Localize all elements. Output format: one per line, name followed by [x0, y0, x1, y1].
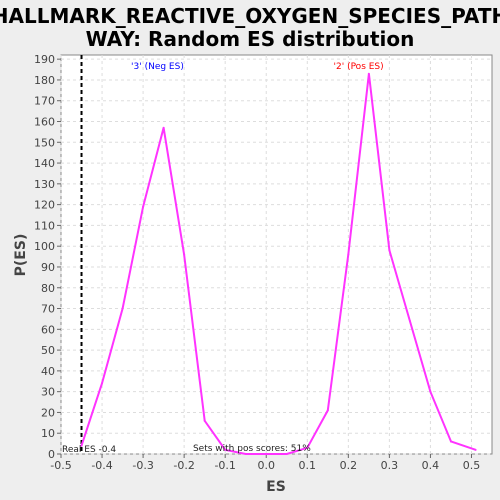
series-point [367, 72, 370, 75]
y-tick-label: 60 [41, 323, 55, 336]
grid-lines [60, 55, 492, 455]
series-point [265, 453, 268, 455]
series-point [326, 409, 329, 412]
y-tick-label: 190 [34, 53, 55, 66]
series-point [80, 444, 83, 447]
x-tick-label: -0.2 [173, 459, 194, 472]
pos-scores-label: Sets with pos scores: 51% [193, 444, 311, 454]
y-axis-label: P(ES) [13, 234, 29, 277]
x-tick-label: 0.5 [463, 459, 481, 472]
series-point [306, 446, 309, 449]
series-point [183, 253, 186, 256]
y-tick-label: 70 [41, 303, 55, 316]
y-tick-label: 40 [41, 365, 55, 378]
neg-es-label: '3' (Neg ES) [131, 62, 184, 72]
real-es-label: Real ES -0.4 [62, 445, 116, 455]
pos-es-label: '2' (Pos ES) [334, 62, 384, 72]
x-tick-label: 0.1 [299, 459, 317, 472]
series-line [80, 73, 476, 455]
series-point [449, 440, 452, 443]
x-tick-label: -0.3 [132, 459, 153, 472]
chart-title-line2: WAY: Random ES distribution [86, 27, 415, 51]
y-tick-label: 110 [34, 219, 55, 232]
y-axis-ticks: 0 10 20 30 40 50 60 70 80 90 100 110 120 130 140 150 160… [34, 53, 61, 461]
y-tick-label: 150 [34, 136, 55, 149]
y-tick-label: 180 [34, 74, 55, 87]
y-tick-label: 100 [34, 240, 55, 253]
y-tick-label: 140 [34, 157, 55, 170]
y-tick-label: 120 [34, 199, 55, 212]
y-tick-label: 80 [41, 282, 55, 295]
x-tick-label: 0.4 [422, 459, 440, 472]
series-point [224, 448, 227, 451]
x-tick-label: -0.5 [50, 459, 71, 472]
series-point [474, 448, 477, 451]
series-point [162, 126, 165, 129]
series-point [347, 253, 350, 256]
series-point [121, 307, 124, 310]
x-axis-ticks: -0.5 -0.4 -0.3 -0.2 -0.1 0.0 0.1 0.2 0.3 0.4 0.5 [50, 454, 480, 472]
y-tick-label: 170 [34, 95, 55, 108]
y-tick-label: 0 [48, 448, 55, 461]
y-tick-label: 90 [41, 261, 55, 274]
series-point [203, 419, 206, 422]
y-tick-label: 30 [41, 386, 55, 399]
y-tick-label: 10 [41, 427, 55, 440]
series-point [142, 205, 145, 208]
series-point [244, 453, 247, 455]
y-tick-label: 20 [41, 406, 55, 419]
series-group [80, 72, 477, 455]
x-tick-label: -0.1 [214, 459, 235, 472]
chart-title-line1: HALLMARK_REACTIVE_OXYGEN_SPECIES_PATH [0, 4, 500, 28]
series-point [429, 390, 432, 393]
x-tick-label: -0.4 [91, 459, 112, 472]
series-point [285, 453, 288, 455]
series-point [388, 249, 391, 252]
x-tick-label: 0.0 [257, 459, 275, 472]
x-tick-label: 0.3 [381, 459, 399, 472]
plot-area [60, 54, 493, 455]
y-tick-label: 130 [34, 178, 55, 191]
x-tick-label: 0.2 [340, 459, 358, 472]
y-tick-label: 160 [34, 116, 55, 129]
series-point [408, 320, 411, 322]
y-tick-label: 50 [41, 344, 55, 357]
series-point [101, 382, 104, 385]
x-axis-label: ES [266, 479, 286, 495]
